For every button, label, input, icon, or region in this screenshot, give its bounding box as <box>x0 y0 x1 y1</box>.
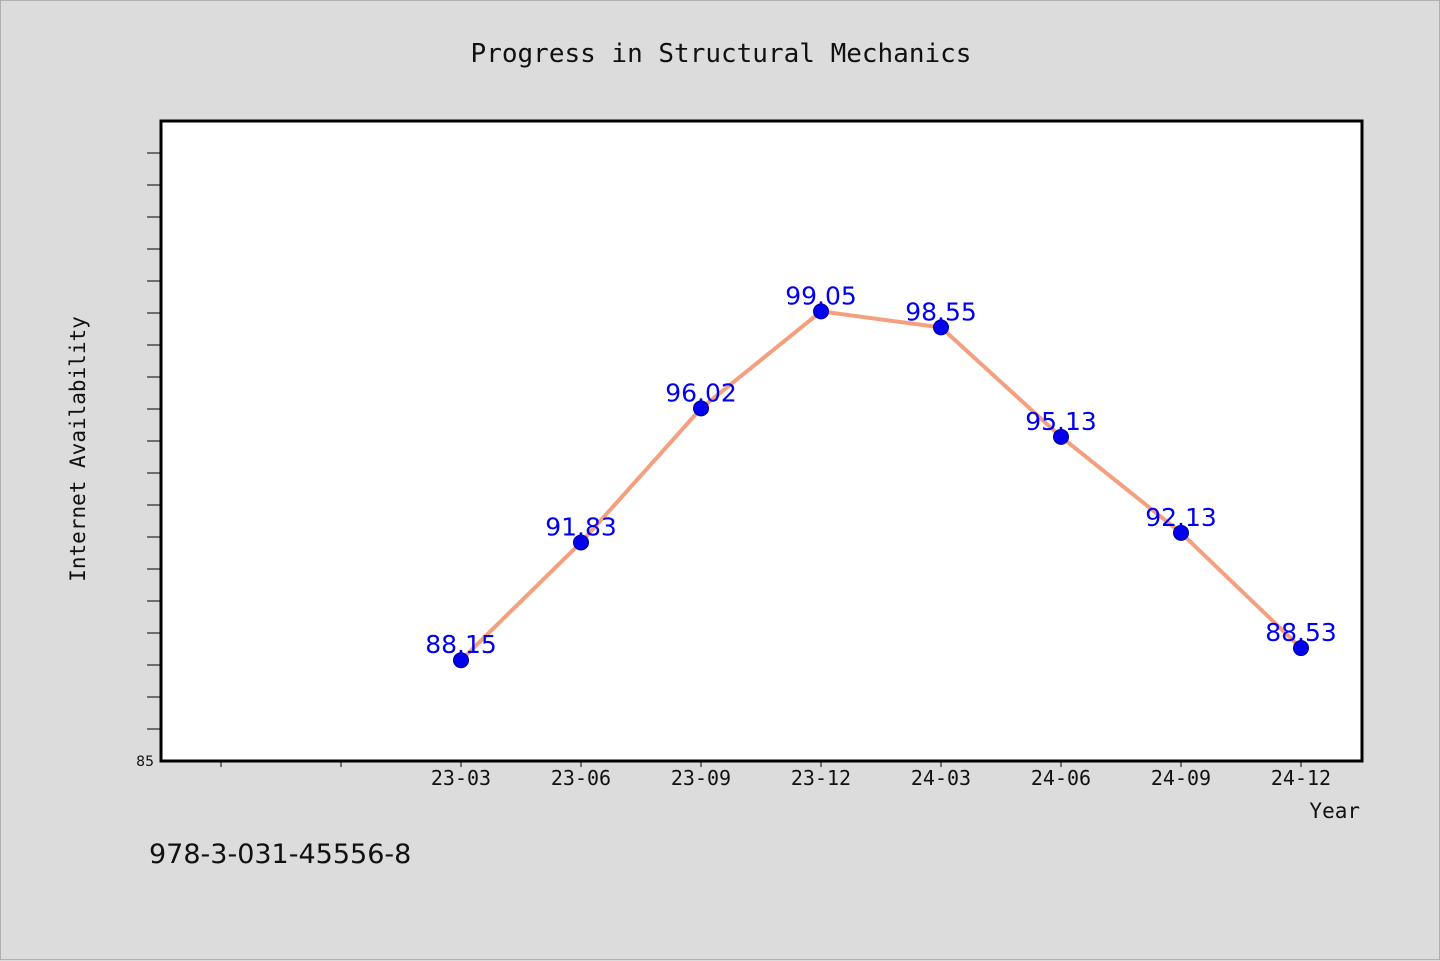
data-label: 88.53 <box>1265 618 1337 647</box>
x-tick-labels: 23-03 23-06 23-09 23-12 24-03 24-06 24-09 24-12 <box>431 766 1331 790</box>
data-label: 92.13 <box>1145 503 1217 532</box>
y-tick-label: 85 <box>136 754 154 770</box>
y-axis-label: Internet Availability <box>66 316 90 582</box>
data-labels: 88.15 91.83 96.02 99.05 98.55 95.13 92.13 88.53 <box>425 281 1337 659</box>
data-point <box>933 319 949 336</box>
x-tick-label: 24-09 <box>1151 766 1211 790</box>
x-tick-label: 24-03 <box>911 766 971 790</box>
data-label: 99.05 <box>785 281 857 310</box>
data-point <box>1293 640 1309 657</box>
x-tick-label: 23-06 <box>551 766 611 790</box>
x-tick-label: 23-09 <box>671 766 731 790</box>
x-tick-label: 24-06 <box>1031 766 1091 790</box>
plot-border <box>159 119 1364 763</box>
isbn-text: 978-3-031-45556-8 <box>149 839 411 870</box>
data-point <box>693 400 709 417</box>
data-label: 95.13 <box>1025 407 1097 436</box>
chart-title: Progress in Structural Mechanics <box>471 39 972 69</box>
data-point <box>1173 524 1189 541</box>
x-tick-label: 24-12 <box>1271 766 1331 790</box>
y-minor-ticks <box>147 152 161 730</box>
data-label: 98.55 <box>905 297 977 326</box>
x-tick-label: 23-12 <box>791 766 851 790</box>
data-label: 96.02 <box>665 378 737 407</box>
data-point <box>813 303 829 320</box>
data-label: 88.15 <box>425 630 497 659</box>
x-tick-label: 23-03 <box>431 766 491 790</box>
x-axis-label: Year <box>1309 799 1360 823</box>
data-label: 91.83 <box>545 512 617 541</box>
plot-area <box>161 121 1362 761</box>
data-point <box>453 652 469 669</box>
series-markers <box>453 303 1309 669</box>
data-point <box>573 534 589 551</box>
series-line <box>459 309 1303 662</box>
data-point <box>1053 428 1069 445</box>
series-lines <box>459 309 1303 662</box>
